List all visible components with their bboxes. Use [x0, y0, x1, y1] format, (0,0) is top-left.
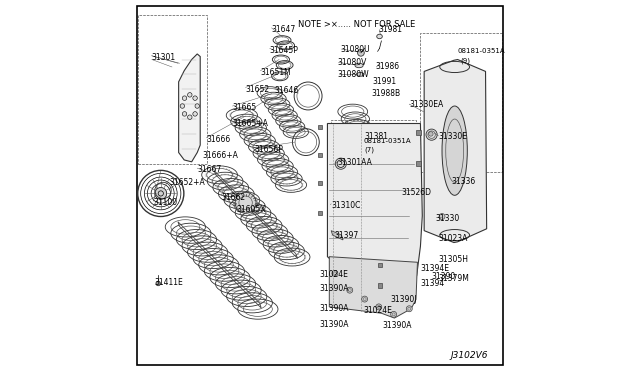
- Bar: [331, 120, 416, 239]
- Text: 31080W: 31080W: [338, 70, 369, 79]
- Circle shape: [429, 132, 433, 136]
- Text: 31665: 31665: [232, 103, 257, 112]
- Text: 31394E: 31394E: [420, 264, 449, 273]
- Text: 31652: 31652: [246, 85, 269, 94]
- Circle shape: [439, 214, 445, 219]
- Circle shape: [347, 287, 353, 293]
- Text: 31991: 31991: [373, 77, 397, 86]
- Text: 31301: 31301: [152, 53, 176, 62]
- Text: 31411E: 31411E: [154, 278, 183, 287]
- Circle shape: [235, 192, 256, 213]
- Text: 31666+A: 31666+A: [203, 151, 239, 160]
- Bar: [417, 161, 421, 166]
- Text: 31330EA: 31330EA: [410, 100, 444, 109]
- Bar: [318, 153, 322, 157]
- Text: 31667: 31667: [197, 165, 221, 174]
- Circle shape: [332, 270, 338, 276]
- Text: 31647: 31647: [271, 25, 296, 34]
- Text: NOTE >×..... NOT FOR SALE: NOTE >×..... NOT FOR SALE: [298, 20, 415, 29]
- Ellipse shape: [355, 63, 363, 68]
- Text: 08181-0351A: 08181-0351A: [458, 48, 505, 54]
- Polygon shape: [424, 60, 486, 243]
- Text: 31390A: 31390A: [383, 321, 412, 330]
- Polygon shape: [328, 124, 422, 312]
- Text: 31605X: 31605X: [236, 205, 266, 214]
- Text: 31666: 31666: [207, 135, 231, 144]
- Text: 31981: 31981: [379, 25, 403, 34]
- Ellipse shape: [335, 158, 346, 169]
- Text: 31381: 31381: [365, 132, 388, 141]
- Text: 31379M: 31379M: [438, 274, 469, 283]
- Bar: [318, 211, 322, 215]
- Text: 31100: 31100: [154, 198, 177, 207]
- Circle shape: [406, 306, 412, 312]
- Text: 31988B: 31988B: [371, 89, 401, 98]
- Bar: [138, 15, 207, 164]
- Circle shape: [193, 96, 197, 100]
- Circle shape: [188, 115, 192, 119]
- Bar: [420, 33, 502, 172]
- Circle shape: [376, 304, 381, 310]
- Circle shape: [182, 112, 187, 116]
- Bar: [318, 181, 322, 185]
- Text: 31662: 31662: [221, 193, 246, 202]
- Circle shape: [193, 112, 197, 116]
- Text: (9): (9): [461, 57, 470, 64]
- Text: 31310C: 31310C: [331, 201, 360, 210]
- Text: 31394: 31394: [420, 279, 445, 288]
- Circle shape: [390, 311, 397, 317]
- Ellipse shape: [356, 73, 364, 76]
- Bar: [378, 283, 383, 288]
- Ellipse shape: [377, 34, 382, 39]
- Bar: [417, 130, 421, 135]
- Text: 31646: 31646: [275, 86, 299, 94]
- Ellipse shape: [426, 129, 437, 140]
- Ellipse shape: [358, 49, 364, 56]
- Circle shape: [362, 296, 367, 302]
- Text: J3102V6: J3102V6: [450, 351, 488, 360]
- Circle shape: [195, 104, 200, 108]
- Circle shape: [156, 281, 161, 286]
- Ellipse shape: [442, 106, 467, 195]
- Polygon shape: [330, 257, 417, 318]
- Text: 31305H: 31305H: [438, 255, 468, 264]
- Polygon shape: [179, 54, 200, 162]
- Text: 31656P: 31656P: [255, 145, 284, 154]
- Text: 31080V: 31080V: [338, 58, 367, 67]
- Bar: [318, 125, 322, 129]
- Text: 31336: 31336: [451, 177, 475, 186]
- Text: 31023A: 31023A: [438, 234, 468, 243]
- Text: (7): (7): [365, 146, 374, 153]
- Circle shape: [180, 104, 184, 108]
- Text: 31390A: 31390A: [319, 284, 349, 293]
- Text: 31024E: 31024E: [364, 306, 393, 315]
- Text: 31645P: 31645P: [270, 46, 299, 55]
- Text: 08181-0351A: 08181-0351A: [363, 138, 411, 144]
- Text: 31652+A: 31652+A: [170, 178, 205, 187]
- Text: 31665+A: 31665+A: [232, 119, 268, 128]
- Text: 31301AA: 31301AA: [338, 158, 372, 167]
- Bar: [378, 263, 383, 267]
- Circle shape: [182, 96, 187, 100]
- Text: 31651M: 31651M: [260, 68, 291, 77]
- Text: 31390A: 31390A: [319, 320, 349, 329]
- Circle shape: [155, 187, 167, 199]
- Text: 31330E: 31330E: [438, 132, 467, 141]
- Text: 31397: 31397: [334, 231, 358, 240]
- Circle shape: [188, 93, 192, 97]
- Text: 31024E: 31024E: [319, 270, 348, 279]
- Text: 31390J: 31390J: [390, 295, 417, 304]
- Text: 31390: 31390: [431, 272, 456, 280]
- Text: 31080U: 31080U: [341, 45, 371, 54]
- Text: 31330: 31330: [435, 214, 460, 223]
- Text: 31526D: 31526D: [402, 188, 432, 197]
- Polygon shape: [331, 231, 343, 240]
- Text: 31986: 31986: [376, 62, 400, 71]
- Text: 31390A: 31390A: [319, 304, 349, 312]
